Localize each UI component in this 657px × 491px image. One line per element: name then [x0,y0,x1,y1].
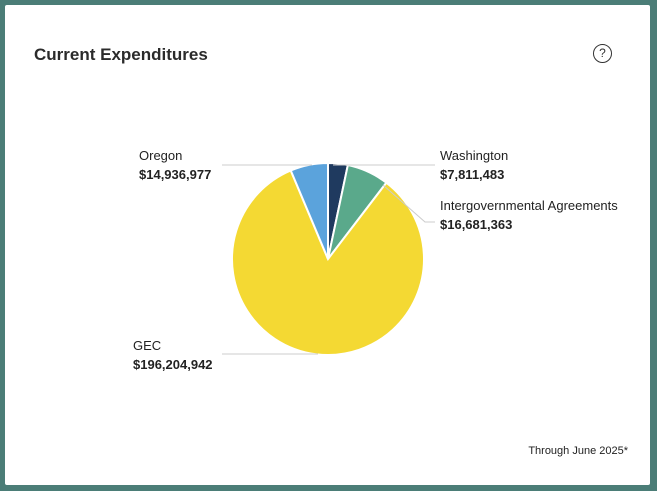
label-oregon: Oregon $14,936,977 [139,146,211,184]
slice-value: $14,936,977 [139,167,212,182]
slice-label: Oregon [139,148,183,163]
slice-label: Intergovernmental Agreements [440,198,618,213]
label-washington: Washington $7,811,483 [440,146,508,184]
slice-value: $16,681,363 [440,217,513,232]
slice-value: $7,811,483 [440,167,505,182]
label-iga: Intergovernmental Agreements $16,681,363 [440,196,618,234]
label-gec: GEC $196,204,942 [133,336,213,374]
slice-label: GEC [133,338,162,353]
slice-label: Washington [440,148,509,163]
leader-line-iga [382,184,435,223]
footnote: Through June 2025* [528,445,628,457]
card-title: Current Expenditures [34,45,208,64]
question-circle-icon[interactable]: ? [593,44,612,63]
slice-value: $196,204,942 [133,357,213,372]
